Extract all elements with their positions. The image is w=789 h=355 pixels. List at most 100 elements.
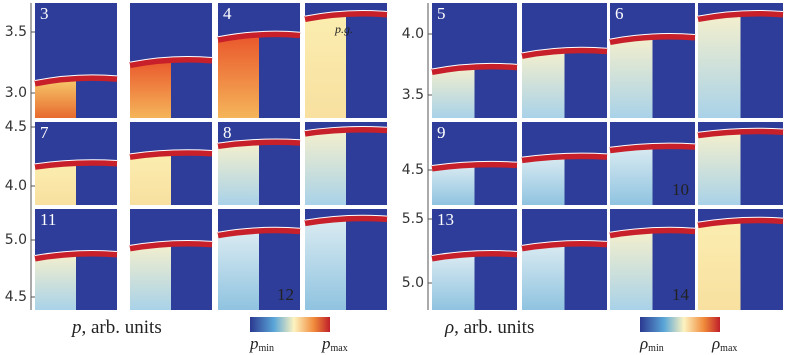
sub: max (720, 343, 737, 354)
panel-number: 7 (40, 123, 49, 142)
panel-number: 3 (40, 4, 49, 23)
shock-front (431, 160, 518, 166)
shock-band (521, 47, 608, 59)
dense-region (698, 218, 741, 310)
shock-front (34, 159, 118, 165)
y-tick-label: 5.5 (402, 211, 424, 227)
shock-band (609, 227, 696, 239)
colorbar-label: ρmin (639, 334, 664, 354)
symbol: ρ (444, 317, 454, 338)
symbol: p (321, 334, 331, 353)
panel-number: 5 (437, 4, 446, 23)
y-tick-label: 3.5 (5, 24, 27, 40)
dense-region (698, 130, 741, 205)
shock-front (129, 149, 213, 155)
unit-text: , arb. units (82, 317, 162, 338)
shock-front (34, 74, 118, 81)
y-tick-label: 4.0 (402, 26, 424, 42)
shock-front (129, 55, 213, 63)
symbol: p (70, 317, 82, 338)
dense-region (610, 34, 653, 119)
annotation: p.g. (334, 22, 353, 36)
shock-band (304, 215, 388, 227)
shock-band (304, 10, 388, 23)
shock-front (521, 152, 608, 158)
dense-region (610, 229, 653, 310)
shock-band (609, 33, 696, 46)
y-tick-label: 3.0 (5, 85, 27, 101)
unit-text: , arb. units (454, 317, 534, 338)
panel-number: 9 (437, 123, 446, 142)
dense-region (130, 57, 171, 118)
symbol: ρ (711, 334, 720, 353)
shock-band (34, 74, 118, 87)
dense-region (35, 76, 76, 118)
shock-band (217, 31, 301, 43)
colorbar-label: ρmax (711, 334, 737, 354)
colorbar-label: pmin (249, 334, 274, 354)
symbol: ρ (639, 334, 648, 353)
panel-number: 10 (672, 180, 689, 199)
dense-region (130, 242, 171, 310)
shock-front (34, 250, 118, 256)
y-tick-label: 4.5 (5, 119, 27, 135)
dense-region (698, 11, 741, 119)
dense-region (522, 242, 565, 310)
x-axis-label: p, arb. units (70, 317, 162, 338)
shock-band (34, 250, 118, 262)
shock-band (129, 149, 213, 160)
shock-front (521, 46, 608, 54)
dense-region (522, 155, 565, 205)
shock-band (697, 10, 784, 23)
sub: min (648, 343, 664, 354)
shock-front (304, 126, 388, 132)
y-tick-label: 4.0 (5, 178, 27, 194)
shock-band (34, 159, 118, 170)
dense-region (218, 32, 259, 118)
panels (30, 3, 784, 332)
y-tick-label: 4.5 (402, 162, 424, 178)
shock-front (609, 142, 696, 148)
dense-region (35, 252, 76, 310)
y-tick-label: 4.5 (5, 289, 27, 305)
dense-region (432, 163, 475, 205)
symbol: p (249, 334, 259, 353)
shock-band (217, 227, 301, 239)
shock-front (697, 9, 784, 17)
dense-region (35, 161, 76, 205)
shock-band (304, 126, 388, 137)
panel-number: 4 (223, 4, 232, 23)
shock-band (431, 250, 518, 262)
colorbar-label: pmax (321, 334, 348, 354)
dense-region (305, 128, 346, 205)
shock-front (217, 138, 301, 144)
shock-band (609, 143, 696, 154)
colorbar (250, 317, 330, 332)
y-tick-label: 5.0 (402, 275, 424, 291)
y-tick-label: 3.5 (402, 87, 424, 103)
shock-front (697, 127, 784, 133)
shock-band (129, 56, 213, 69)
shock-band (431, 161, 518, 172)
shock-front (609, 32, 696, 40)
dense-region (218, 141, 259, 205)
shock-front (217, 226, 301, 233)
shock-band (697, 128, 784, 139)
shock-front (217, 30, 301, 38)
shock-front (304, 9, 388, 17)
shock-front (609, 226, 696, 233)
colorbar (640, 317, 720, 332)
dense-region (305, 216, 346, 310)
dense-region (432, 252, 475, 310)
shock-band (431, 63, 518, 75)
dense-region (305, 11, 346, 119)
panel-number: 11 (40, 210, 56, 229)
shock-band (129, 240, 213, 252)
panel-number: 13 (437, 210, 454, 229)
sub: min (259, 343, 275, 354)
x-axis-label: ρ, arb. units (444, 317, 534, 338)
dense-region (522, 48, 565, 118)
shock-front (304, 214, 388, 221)
shock-front (431, 62, 518, 70)
panel-number: 12 (277, 285, 294, 304)
